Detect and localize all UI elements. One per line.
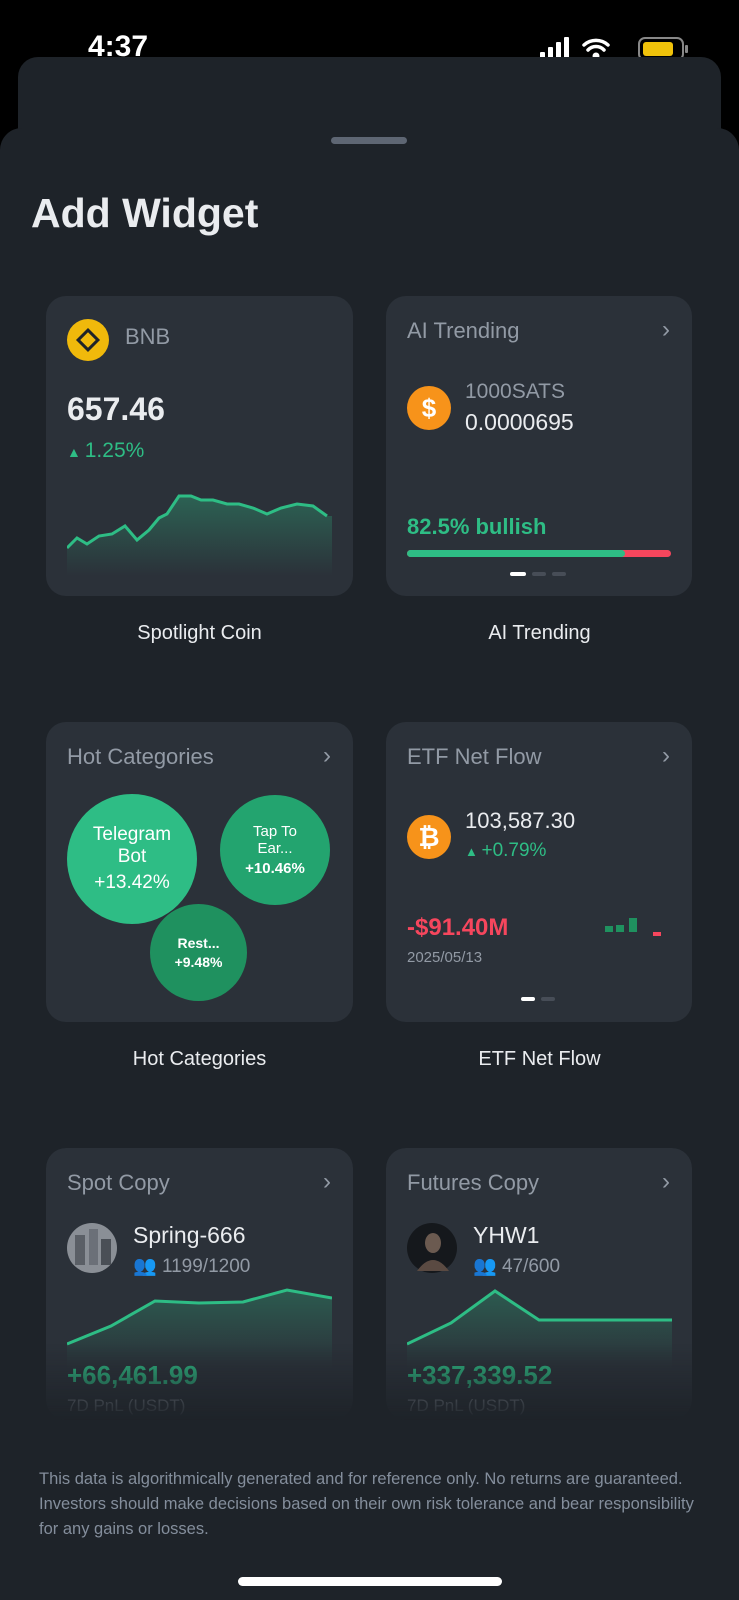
up-arrow: ▲ (465, 844, 482, 859)
followers: 👥 1199/1200 (133, 1254, 250, 1278)
svg-text:₿: ₿ (418, 822, 439, 852)
price: 103,587.30 (465, 808, 576, 833)
home-indicator (238, 1577, 502, 1586)
sentiment: 82.5% bullish (407, 514, 547, 539)
change: ▲ 1.25% (67, 439, 144, 463)
caption: ETF Net Flow (478, 1048, 601, 1070)
chevron: › (323, 742, 331, 769)
card-title: ETF Net Flow (407, 744, 542, 769)
pager (521, 997, 557, 1001)
chevron: › (662, 742, 670, 769)
chevron: › (662, 1168, 670, 1195)
price: 657.46 (67, 391, 165, 427)
net-flow: -$91.40M (407, 914, 509, 941)
caption: Spotlight Coin (137, 622, 262, 644)
bubble-name: Tap To Ear... (253, 823, 297, 857)
bubble[interactable]: Telegram Bot +13.42% (67, 794, 197, 924)
bubble[interactable]: Tap To Ear... +10.46% (220, 795, 330, 905)
trader-name: Spring-666 (133, 1222, 246, 1248)
followers-icon: 👥 (473, 1256, 502, 1277)
disclaimer: This data is algorithmically generated a… (39, 1470, 694, 1538)
spot-copy-card[interactable]: Spot Copy › Spring-666 👥 1199/1200 +66,4… (46, 1148, 353, 1420)
pnl-chart (407, 1289, 672, 1368)
pnl-label: 7D PnL (USDT) (67, 1396, 186, 1415)
date: 2025/05/13 (407, 949, 483, 966)
sparkline (67, 494, 332, 576)
chevron: › (662, 316, 670, 343)
chevron: › (323, 1168, 331, 1195)
change-value: 1.25% (84, 439, 145, 462)
hot-categories-card[interactable]: Hot Categories › Telegram Bot +13.42% Tap… (46, 722, 353, 1022)
followers-count: 47/600 (501, 1256, 561, 1277)
followers-icon: 👥 (133, 1256, 162, 1277)
caption: Hot Categories (132, 1048, 267, 1070)
page-title: Add Widget (31, 190, 259, 236)
bubble-name: Telegram Bot (92, 824, 172, 867)
card-title: Futures Copy (407, 1170, 540, 1195)
bullish-fill (407, 550, 625, 557)
change-value: +0.79% (481, 840, 547, 861)
coin-name: 1000SATS (465, 380, 566, 403)
pager (510, 572, 568, 576)
bubble-change: +10.46% (245, 860, 305, 877)
bubble-change: +9.48% (174, 954, 223, 970)
pnl-chart (67, 1288, 332, 1368)
mini-bars (605, 918, 661, 936)
up-arrow: ▲ (67, 444, 85, 460)
card-title: AI Trending (407, 318, 520, 343)
grabber (331, 137, 407, 144)
pnl: +337,339.52 (407, 1360, 553, 1390)
pnl-label: 7D PnL (USDT) (407, 1396, 526, 1415)
bnb-icon (67, 319, 109, 361)
bubble-change: +13.42% (94, 872, 170, 893)
avatar (67, 1223, 117, 1273)
ai-trending-card[interactable]: AI Trending › $ 1000SATS 0.0000695 82.5%… (386, 296, 692, 596)
price: 0.0000695 (465, 409, 574, 435)
change: ▲ +0.79% (465, 840, 546, 862)
followers-count: 1199/1200 (161, 1256, 251, 1277)
bubble[interactable]: Rest... +9.48% (150, 904, 247, 1001)
svg-text:$: $ (422, 393, 437, 423)
caption: AI Trending (488, 622, 591, 644)
status-icons (540, 37, 688, 61)
futures-copy-card[interactable]: Futures Copy › YHW1 👥 47/600 +337,339.52… (386, 1148, 692, 1420)
coin-icon: $ (407, 386, 451, 430)
followers: 👥 47/600 (473, 1254, 560, 1278)
avatar (407, 1223, 457, 1273)
card-title: Hot Categories (67, 744, 214, 769)
trader-name: YHW1 (473, 1222, 540, 1248)
sentiment-bar (407, 550, 671, 557)
card-title: Spot Copy (67, 1170, 170, 1195)
spotlight-card[interactable]: BNB 657.46 ▲ 1.25% (46, 296, 353, 596)
coin-name: BNB (125, 324, 171, 349)
pnl: +66,461.99 (67, 1360, 198, 1390)
etf-card[interactable]: ETF Net Flow › ₿ 103,587.30 ▲ +0.79% -$9… (386, 722, 692, 1022)
bubble-name: Rest... (177, 935, 220, 951)
btc-icon: ₿ (407, 815, 451, 859)
